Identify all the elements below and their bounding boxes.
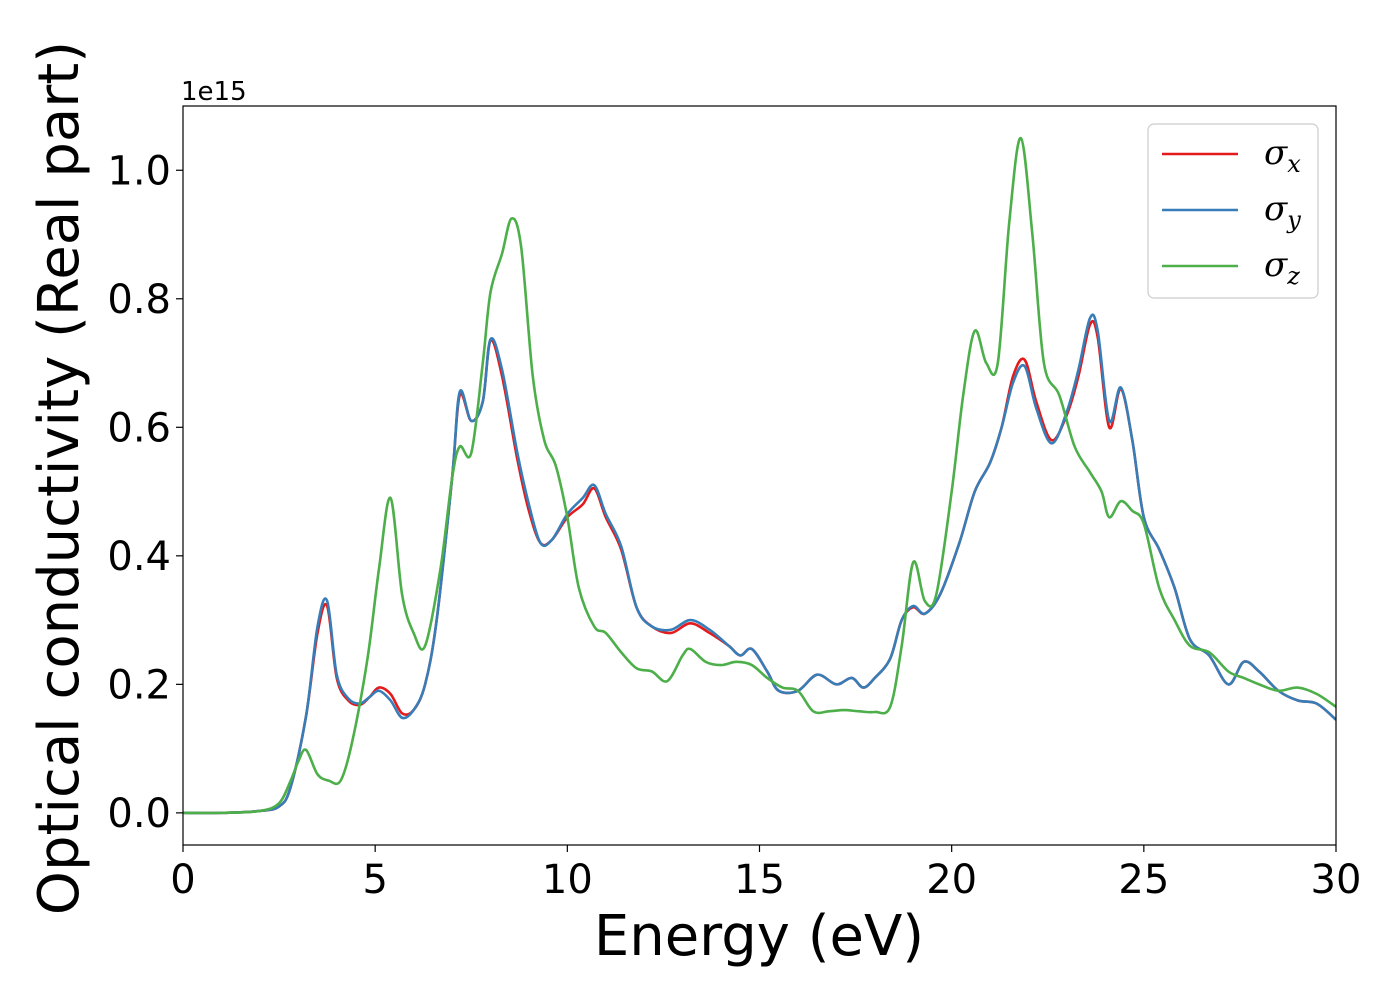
x-axis-title: Energy (eV) xyxy=(594,904,924,969)
x-tick-label: 30 xyxy=(1311,857,1362,903)
legend-label-y: σy xyxy=(1264,189,1301,234)
legend-label-x: σx xyxy=(1264,133,1301,178)
x-tick-label: 10 xyxy=(542,857,593,903)
y-tick-label: 0.4 xyxy=(107,534,171,580)
legend: σx σy σz xyxy=(1147,123,1319,299)
x-axis-ticks: 0 5 10 15 20 25 30 xyxy=(170,845,1361,903)
series-line-z xyxy=(183,136,1336,815)
x-tick-label: 20 xyxy=(926,857,977,903)
series-layer xyxy=(183,136,1336,815)
y-tick-label: 1.0 xyxy=(107,148,171,194)
y-tick-label: 0.8 xyxy=(107,277,171,323)
y-axis-title: Optical conductivity (Real part) xyxy=(27,41,92,915)
y-tick-label: 0.0 xyxy=(107,791,171,837)
x-tick-label: 15 xyxy=(734,857,785,903)
legend-items: σx σy σz xyxy=(1162,133,1301,290)
y-axis-ticks: 0.0 0.2 0.4 0.6 0.8 1.0 xyxy=(107,148,183,837)
y-tick-label: 0.2 xyxy=(107,662,171,708)
legend-label-z: σz xyxy=(1264,245,1300,290)
x-tick-label: 0 xyxy=(170,857,195,903)
plot-background xyxy=(183,106,1336,845)
y-offset-label: 1e15 xyxy=(181,77,247,107)
x-tick-label: 5 xyxy=(362,857,387,903)
x-tick-label: 25 xyxy=(1118,857,1169,903)
series-line-y xyxy=(183,313,1336,815)
y-tick-label: 0.6 xyxy=(107,405,171,451)
